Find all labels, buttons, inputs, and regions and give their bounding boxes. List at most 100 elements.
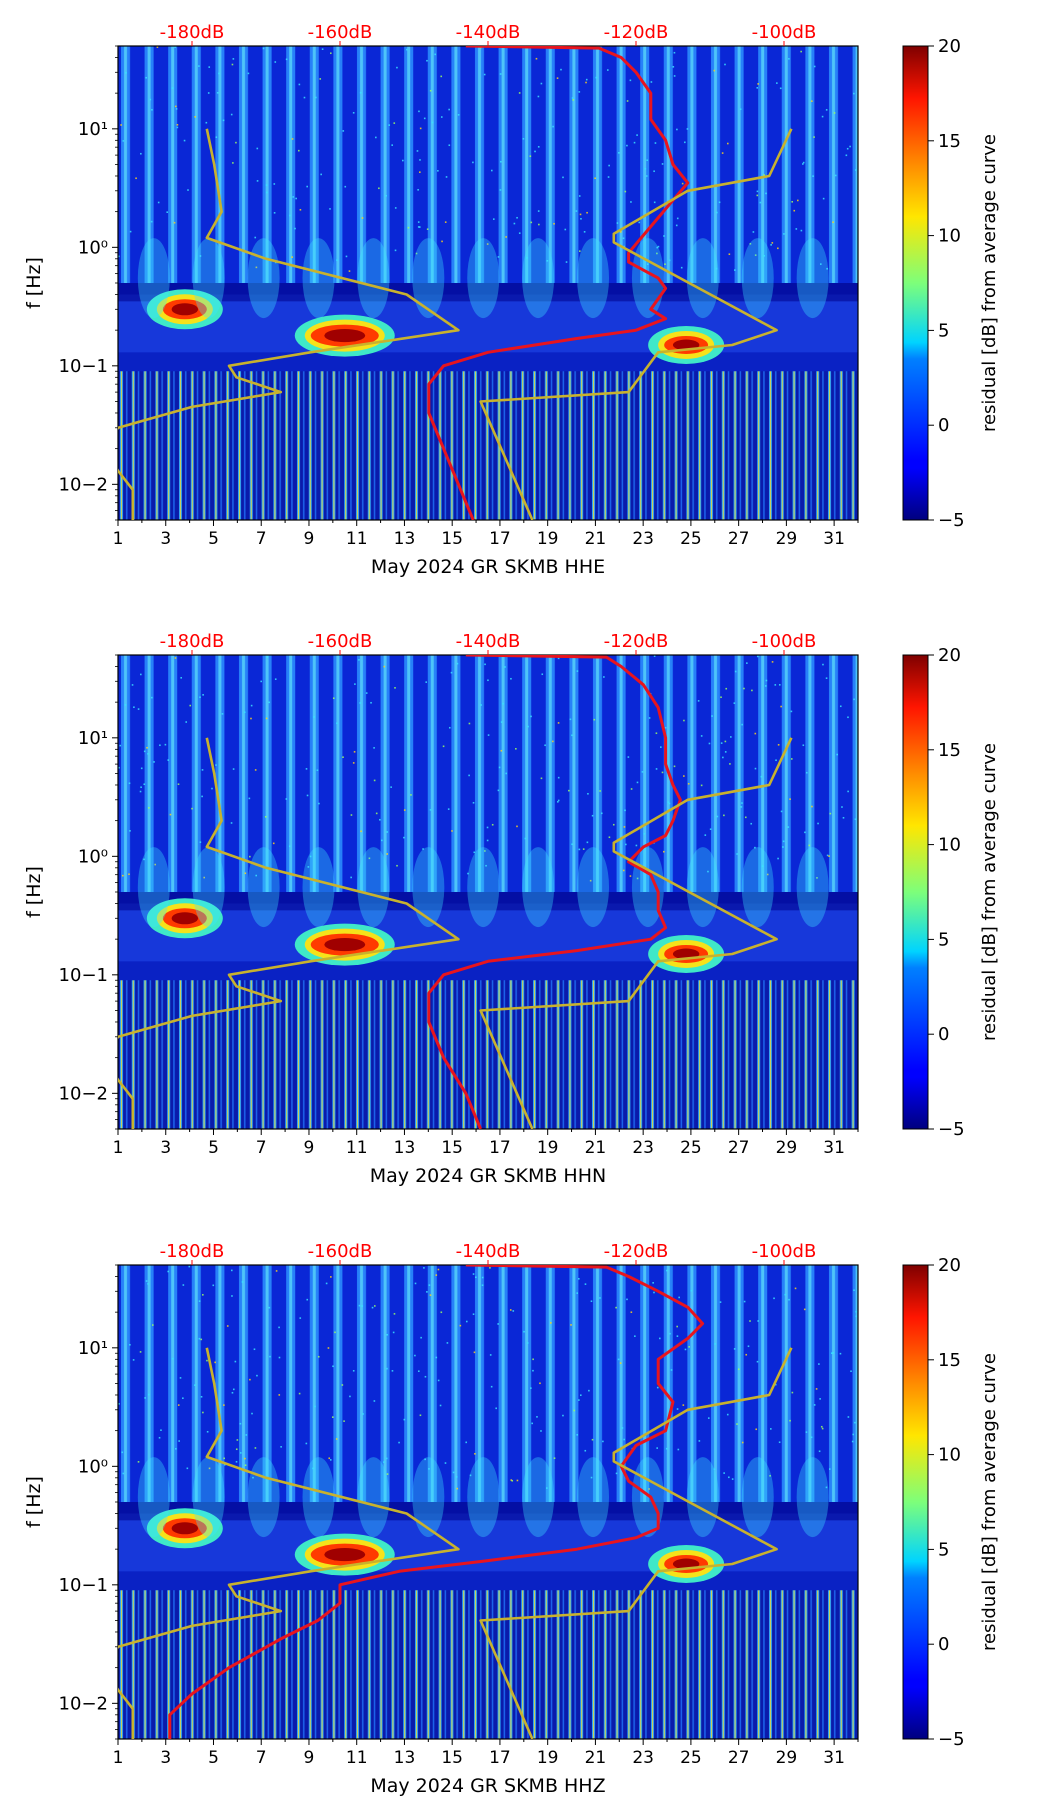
heatmap-speckle [629,79,632,82]
heatmap-speckle [839,705,842,708]
heatmap-speckle [648,717,651,719]
heatmap-speckle [202,1294,204,1296]
heatmap-speckle [402,159,404,162]
heatmap-speckle [417,226,420,228]
heatmap-speckle [643,832,646,835]
heatmap-speckle [578,1277,580,1280]
heatmap-speckle [306,1298,309,1301]
heatmap-speckle [434,53,436,56]
heatmap-speckle [568,789,570,792]
heatmap-speckle [241,1281,244,1283]
heatmap-speckle [832,1352,835,1354]
heatmap-speckle [312,1467,314,1470]
x-tick-label: 9 [304,529,315,549]
psd-curve [168,1265,705,1739]
heatmap-speckle [505,236,507,238]
top-db-label: -140dB [456,22,521,43]
colorbar-label: residual [dB] from average curve [979,743,1000,1041]
x-tick-label: 3 [160,529,171,549]
heatmap-speckle [459,1324,462,1327]
heatmap-speckle [199,696,201,699]
heatmap-speckle [541,673,544,676]
heatmap-speckle [334,1331,336,1334]
heatmap-speckle [212,1284,215,1287]
heatmap-speckle [675,224,678,227]
heatmap-speckle [663,235,665,237]
heatmap-speckle [484,850,486,852]
heatmap-speckle [805,1431,808,1433]
heatmap-speckle [636,781,639,784]
x-tick-label: 19 [537,1138,559,1158]
heatmap-speckle [562,1414,564,1417]
heatmap-speckle [239,1422,242,1425]
heatmap-speckle [729,763,731,765]
heatmap-speckle [143,783,146,786]
heatmap-speckle [158,1436,161,1439]
heatmap-speckle [472,161,474,164]
heatmap-speckle [853,92,855,95]
heatmap-speckle [489,1267,491,1269]
heatmap-speckle [144,1397,146,1399]
heatmap-speckle [167,759,170,761]
heatmap-speckle [250,704,253,707]
heatmap-speckle [707,1417,710,1419]
heatmap-speckle [821,115,824,118]
heatmap-speckle [510,1479,513,1481]
heatmap-speckle [223,1463,226,1466]
heatmap-speckle [763,174,765,176]
heatmap-speckle [591,814,594,817]
heatmap-speckle [447,808,450,810]
colorbar-label: residual [dB] from average curve [979,1353,1000,1651]
colorbar-label: residual [dB] from average curve [979,134,1000,432]
heatmap-speckle [202,1411,204,1414]
heatmap-speckle [659,1337,661,1340]
heatmap-low-band [118,980,858,1129]
heatmap-speckle [720,696,722,699]
heatmap-speckle [145,1280,148,1282]
heatmap-speckle [375,136,377,139]
x-tick-label: 23 [632,1748,654,1768]
heatmap-speckle [359,91,362,94]
heatmap-speckle [423,117,426,120]
heatmap-speckle [557,722,560,724]
heatmap-energy-blob [796,238,829,319]
x-tick-label: 7 [256,1138,267,1158]
y-tick-label: 10⁰ [78,237,108,258]
heatmap-speckle [398,1441,400,1444]
heatmap-speckle [486,826,489,829]
heatmap-speckle [256,1374,258,1377]
heatmap-speckle [655,732,658,735]
heatmap-speckle [291,138,294,140]
heatmap-speckle [621,1427,624,1429]
heatmap-speckle [616,222,619,224]
heatmap-speckle [424,1458,426,1461]
heatmap-speckle [530,715,532,718]
x-tick-label: 17 [489,529,511,549]
heatmap-speckle [793,209,796,212]
heatmap-speckle [537,210,540,212]
heatmap-speckle [661,771,664,774]
heatmap-speckle [175,1447,177,1450]
heatmap-speckle [656,252,658,255]
heatmap-speckle [761,865,764,867]
heatmap-speckle [746,662,748,664]
heatmap-speckle [853,1289,855,1292]
noise-model-curve [118,1347,460,1739]
heatmap-speckle [278,1326,280,1329]
heatmap-speckle [251,1412,253,1415]
heatmap-speckle [176,126,179,129]
heatmap-speckle [490,1385,493,1388]
heatmap-speckle [556,77,559,79]
heatmap-energy-blob [631,1457,664,1538]
heatmap-speckle [199,255,202,257]
heatmap-speckle [359,702,361,704]
heatmap-speckle [530,1387,532,1389]
heatmap-speckle [487,734,490,736]
spectrogram-heatmap [118,46,858,520]
heatmap-speckle [139,1351,142,1353]
heatmap-speckle [348,270,351,272]
heatmap-speckle [487,679,489,682]
heatmap-speckle [673,51,676,54]
heatmap-speckle [386,1367,388,1370]
heatmap-speckle [788,58,790,60]
